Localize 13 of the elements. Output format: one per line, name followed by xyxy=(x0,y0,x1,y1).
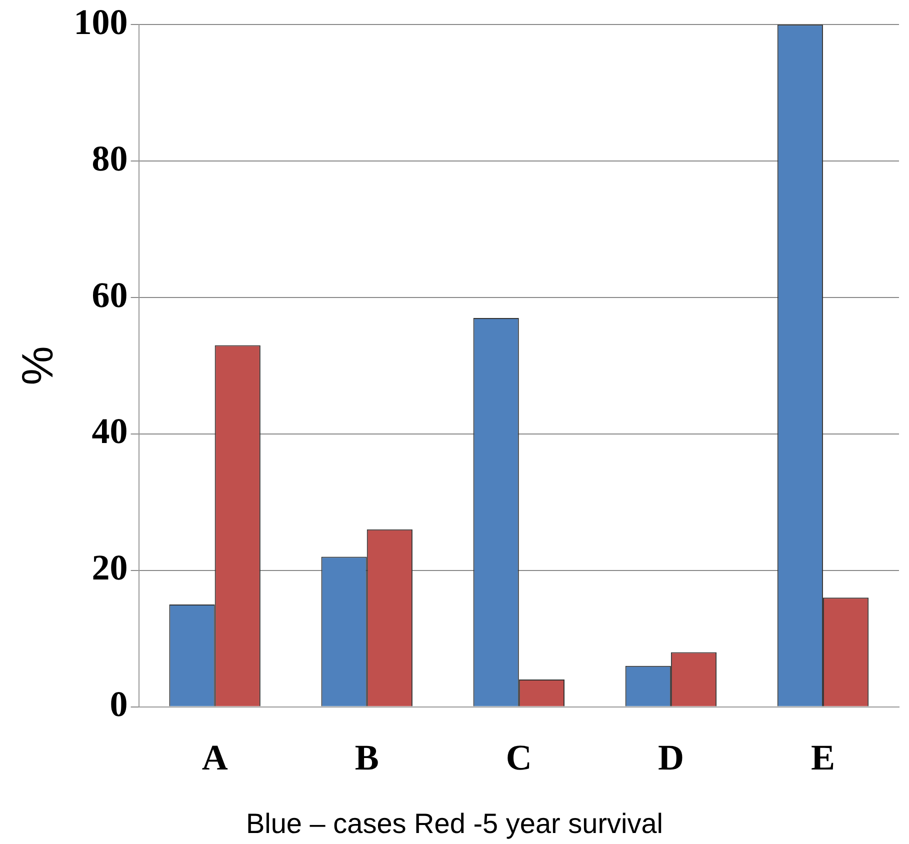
x-tick-label: B xyxy=(354,738,379,778)
x-tick-label: A xyxy=(202,738,228,778)
text: Blue – cases Red -5 year survival xyxy=(244,808,664,840)
y-tick-label: 40 xyxy=(92,411,128,452)
y-axis-title: % xyxy=(14,346,63,386)
y-tick-label: 60 xyxy=(92,274,128,315)
y-tick-label: 100 xyxy=(74,2,128,42)
y-tick-label: 20 xyxy=(92,548,128,588)
y-tick-label: 0 xyxy=(110,684,128,724)
x-tick-label: C xyxy=(506,738,532,778)
y-tick-label: 80 xyxy=(92,138,128,178)
x-tick-label: E xyxy=(810,738,835,778)
x-tick-label: D xyxy=(658,738,684,778)
